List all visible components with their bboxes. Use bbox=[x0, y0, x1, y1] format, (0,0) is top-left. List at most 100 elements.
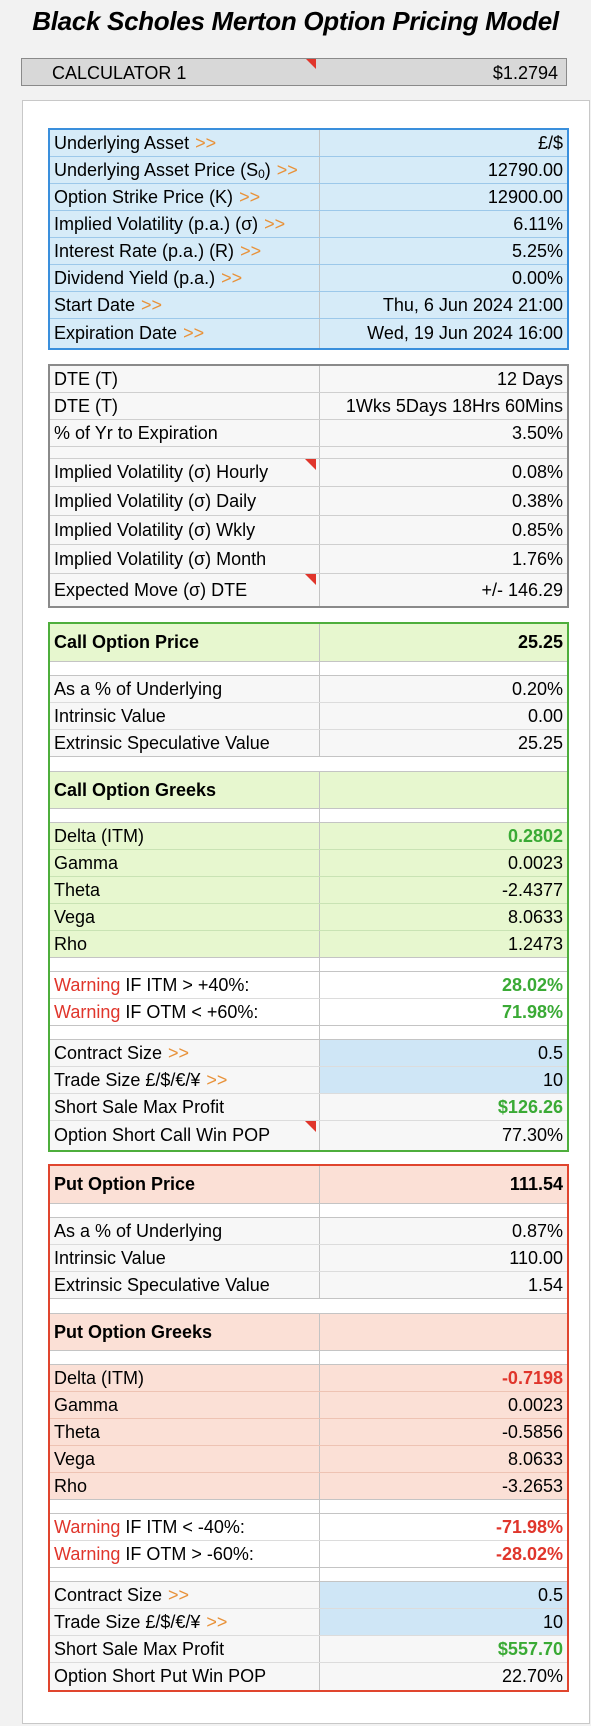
row-value: 0.20% bbox=[511, 678, 563, 699]
put-max-profit-row: Short Sale Max Profit $557.70 bbox=[50, 1636, 567, 1663]
row-value: 110.00 bbox=[509, 1247, 563, 1268]
input-row-expiration-date[interactable]: Expiration Date >> Wed, 19 Jun 2024 16:00 bbox=[50, 319, 567, 348]
row-label: Intrinsic Value bbox=[50, 1245, 320, 1271]
row-label: Delta (ITM) bbox=[50, 823, 320, 849]
spacer-row bbox=[50, 958, 567, 972]
put-theta-row: Theta -0.5856 bbox=[50, 1419, 567, 1446]
row-label: Implied Volatility (σ) Hourly bbox=[50, 459, 320, 486]
call-contract-size-row[interactable]: Contract Size >> 0.5 bbox=[50, 1040, 567, 1067]
call-trade-size-row[interactable]: Trade Size £/$/€/¥ >> 10 bbox=[50, 1067, 567, 1094]
spacer-row bbox=[50, 1568, 567, 1582]
call-greeks-label: Call Option Greeks bbox=[50, 772, 320, 808]
row-label: Intrinsic Value bbox=[50, 703, 320, 729]
put-greeks-header: Put Option Greeks bbox=[50, 1313, 567, 1351]
call-theta-row: Theta -2.4377 bbox=[50, 877, 567, 904]
input-row-strike-price[interactable]: Option Strike Price (K) >> 12900.00 bbox=[50, 184, 567, 211]
input-value[interactable]: 12900.00 bbox=[487, 186, 563, 207]
input-label: Interest Rate (p.a.) (R) bbox=[54, 240, 235, 261]
pct-year-row: % of Yr to Expiration 3.50% bbox=[50, 420, 567, 447]
call-rho-row: Rho 1.2473 bbox=[50, 931, 567, 958]
calculator-label: CALCULATOR 1 bbox=[52, 63, 187, 83]
input-label: Underlying Asset Price (S bbox=[54, 159, 259, 180]
comment-marker-icon[interactable] bbox=[305, 1121, 316, 1132]
put-price-row: Put Option Price 111.54 bbox=[50, 1166, 567, 1204]
row-label: IF OTM < +60%: bbox=[125, 1001, 259, 1022]
input-label: Underlying Asset bbox=[54, 132, 190, 153]
put-trade-size-row[interactable]: Trade Size £/$/€/¥ >> 10 bbox=[50, 1609, 567, 1636]
row-label: % of Yr to Expiration bbox=[50, 420, 320, 446]
row-label: Theta bbox=[50, 1419, 320, 1445]
row-label: IF ITM > +40%: bbox=[125, 974, 250, 995]
warning-word: Warning bbox=[54, 1516, 121, 1537]
iv-monthly-row: Implied Volatility (σ) Month 1.76% bbox=[50, 545, 567, 574]
put-contract-size-row[interactable]: Contract Size >> 0.5 bbox=[50, 1582, 567, 1609]
put-rho-row: Rho -3.2653 bbox=[50, 1473, 567, 1500]
trade-size-input[interactable]: 10 bbox=[320, 1609, 567, 1635]
input-row-start-date[interactable]: Start Date >> Thu, 6 Jun 2024 21:00 bbox=[50, 292, 567, 319]
call-extrinsic-row: Extrinsic Speculative Value 25.25 bbox=[50, 730, 567, 757]
contract-size-input[interactable]: 0.5 bbox=[320, 1582, 567, 1608]
input-value[interactable]: £/$ bbox=[537, 132, 563, 153]
iv-hourly-row: Implied Volatility (σ) Hourly 0.08% bbox=[50, 459, 567, 487]
input-row-implied-volatility[interactable]: Implied Volatility (p.a.) (σ) >> 6.11% bbox=[50, 211, 567, 238]
page-title: Black Scholes Merton Option Pricing Mode… bbox=[32, 6, 559, 36]
row-label: Option Short Call Win POP bbox=[50, 1121, 320, 1150]
row-value: 22.70% bbox=[501, 1666, 563, 1686]
row-label: Short Sale Max Profit bbox=[50, 1636, 320, 1662]
row-label: As a % of Underlying bbox=[50, 1218, 320, 1244]
call-pct-row: As a % of Underlying 0.20% bbox=[50, 676, 567, 703]
warning-word: Warning bbox=[54, 974, 121, 995]
input-label: Start Date bbox=[54, 294, 136, 315]
spacer-row bbox=[50, 809, 567, 823]
row-label: Implied Volatility (σ) Wkly bbox=[50, 516, 320, 544]
comment-marker-icon[interactable] bbox=[306, 59, 316, 69]
put-greeks-label: Put Option Greeks bbox=[50, 1314, 320, 1350]
put-vega-row: Vega 8.0633 bbox=[50, 1446, 567, 1473]
put-warning-itm-row: Warning IF ITM < -40%: -71.98% bbox=[50, 1514, 567, 1541]
comment-marker-icon[interactable] bbox=[305, 459, 316, 470]
put-intrinsic-row: Intrinsic Value 110.00 bbox=[50, 1245, 567, 1272]
input-value[interactable]: 5.25% bbox=[511, 240, 563, 261]
row-value: -0.5856 bbox=[501, 1421, 563, 1442]
iv-weekly-row: Implied Volatility (σ) Wkly 0.85% bbox=[50, 516, 567, 545]
input-row-interest-rate[interactable]: Interest Rate (p.a.) (R) >> 5.25% bbox=[50, 238, 567, 265]
spacer-row bbox=[50, 1026, 567, 1040]
calculator-value: $1.2794 bbox=[492, 63, 558, 83]
input-row-dividend-yield[interactable]: Dividend Yield (p.a.) >> 0.00% bbox=[50, 265, 567, 292]
input-value[interactable]: 12790.00 bbox=[487, 159, 563, 180]
contract-size-input[interactable]: 0.5 bbox=[320, 1040, 567, 1066]
row-label: Trade Size £/$/€/¥ bbox=[54, 1611, 201, 1632]
row-value: -28.02% bbox=[495, 1543, 563, 1564]
call-price-label: Call Option Price bbox=[50, 624, 320, 661]
row-value: $126.26 bbox=[497, 1096, 563, 1117]
row-value: -3.2653 bbox=[501, 1475, 563, 1496]
input-label-tail: ) bbox=[264, 159, 271, 180]
input-value[interactable]: Thu, 6 Jun 2024 21:00 bbox=[382, 294, 563, 315]
subscript: 0 bbox=[258, 167, 265, 181]
row-label: Contract Size bbox=[54, 1584, 163, 1605]
input-value[interactable]: 0.00% bbox=[511, 267, 563, 288]
row-label: Vega bbox=[50, 1446, 320, 1472]
put-extrinsic-row: Extrinsic Speculative Value 1.54 bbox=[50, 1272, 567, 1299]
row-label: Gamma bbox=[50, 1392, 320, 1418]
put-delta-row: Delta (ITM) -0.7198 bbox=[50, 1365, 567, 1392]
input-row-underlying-asset[interactable]: Underlying Asset >> £/$ bbox=[50, 130, 567, 157]
input-value[interactable]: Wed, 19 Jun 2024 16:00 bbox=[367, 323, 563, 343]
row-value: -0.7198 bbox=[501, 1367, 563, 1388]
input-label: Implied Volatility (p.a.) (σ) bbox=[54, 213, 259, 234]
calculator-tab[interactable]: CALCULATOR 1 $1.2794 bbox=[21, 58, 567, 86]
row-value: 71.98% bbox=[501, 1001, 563, 1022]
row-value: 0.38% bbox=[511, 490, 563, 511]
row-value: 0.0023 bbox=[507, 1394, 563, 1415]
trade-size-input[interactable]: 10 bbox=[320, 1067, 567, 1093]
input-value[interactable]: 6.11% bbox=[513, 213, 563, 234]
row-value: 0.08% bbox=[511, 462, 563, 482]
arrow-icon: >> bbox=[195, 132, 217, 153]
arrow-icon: >> bbox=[221, 267, 243, 288]
input-row-underlying-price[interactable]: Underlying Asset Price (S 0) >> 12790.00 bbox=[50, 157, 567, 184]
arrow-icon: >> bbox=[240, 240, 262, 261]
row-label: Theta bbox=[50, 877, 320, 903]
put-section: Put Option Price 111.54 As a % of Underl… bbox=[48, 1164, 569, 1692]
row-value: 25.25 bbox=[517, 732, 563, 753]
comment-marker-icon[interactable] bbox=[305, 574, 316, 585]
